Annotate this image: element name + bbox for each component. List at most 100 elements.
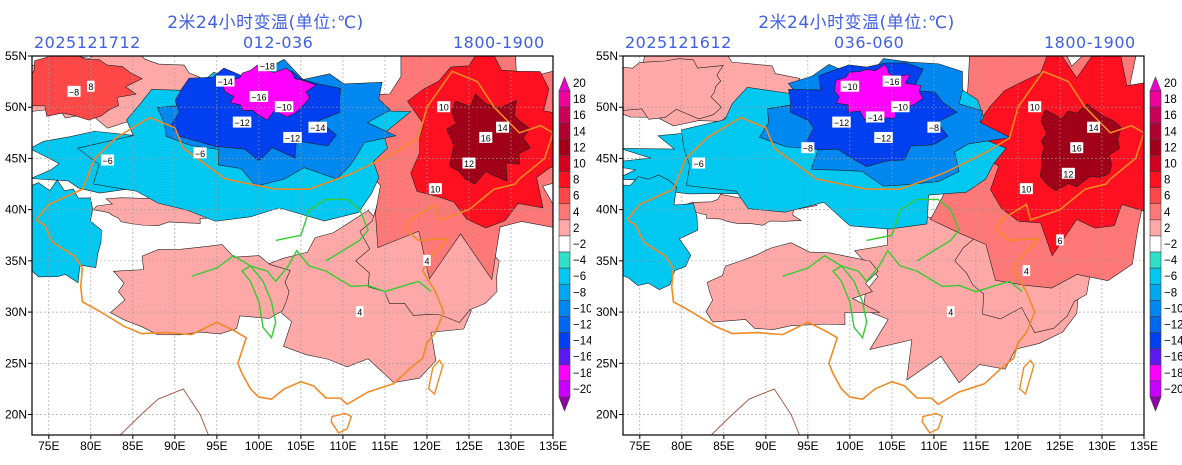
colorbar-swatch <box>558 219 571 237</box>
init-time: 2025121712 <box>34 33 141 52</box>
basin-boundary <box>782 249 1023 293</box>
contour-label-bg <box>874 131 893 143</box>
contour-label: −6 <box>693 159 703 169</box>
lat-tick-label: 40N <box>5 203 27 217</box>
colorbar-label: −14 <box>573 336 591 348</box>
lat-tick-label: 55N <box>5 49 27 63</box>
colorbar-max-arrow <box>1149 76 1162 92</box>
contour-label: −14 <box>310 123 325 133</box>
gridlines <box>623 56 1144 435</box>
lon-tick-label: 120E <box>1004 439 1032 453</box>
lon-tick-label: 90E <box>755 439 776 453</box>
colorbar-swatch <box>1149 283 1162 301</box>
lat-tick-label: 35N <box>5 254 27 268</box>
contour-label: 6 <box>1057 236 1062 246</box>
contour-label: 16 <box>481 133 491 143</box>
contour-label: −14 <box>218 77 233 87</box>
colorbar-swatch <box>558 122 571 140</box>
colorbar-swatch <box>558 171 571 188</box>
contour-label: −16 <box>884 77 899 87</box>
colorbar-label: 20 <box>573 78 586 90</box>
axes: 75E 80E 85E 90E 95E 100E 105E 110E 115E 120E 125E 1… <box>5 49 567 453</box>
contour-label: −8 <box>803 144 813 154</box>
map-frame <box>31 55 554 436</box>
contour-label: 10 <box>439 103 449 113</box>
lat-tick-label: 20N <box>5 408 27 422</box>
contour-label: −10 <box>276 103 291 113</box>
lon-tick-label: 105E <box>287 439 315 453</box>
contour-label: −16 <box>251 92 266 102</box>
map-frame <box>622 55 1145 436</box>
colorbar-label: 12 <box>573 142 586 154</box>
colorbar-swatch <box>1149 348 1162 366</box>
contour-label-bg <box>479 131 493 143</box>
colorbar-label: 20 <box>1164 78 1177 90</box>
forecast-range: 012-036 <box>243 33 314 52</box>
temperature-change-map: −16−10−14−12−12−10−8−8−6161210101444675E… <box>596 49 1182 453</box>
colorbar-label: 18 <box>573 94 586 106</box>
contour-label: −6 <box>195 149 205 159</box>
lon-tick-label: 110E <box>920 439 947 453</box>
contour-label-bg <box>801 142 815 154</box>
colorbar-swatch <box>1149 235 1162 253</box>
colorbar-label: 16 <box>1164 110 1177 122</box>
contour-label-bg <box>865 111 885 123</box>
contour-label: 10 <box>430 185 440 195</box>
colorbar-label: 4 <box>573 207 580 219</box>
lat-tick-label: 45N <box>5 151 27 165</box>
contour-label-bg <box>832 116 851 128</box>
colorbar-max-arrow <box>558 76 571 92</box>
national-border <box>35 70 553 221</box>
contour-label-bg <box>1028 101 1042 113</box>
basin-boundary <box>832 265 868 340</box>
init-time: 2025121612 <box>625 33 732 52</box>
contour-label: −10 <box>893 103 908 113</box>
lon-tick-label: 110E <box>329 439 356 453</box>
lon-tick-label: 115E <box>962 439 989 453</box>
contour-label: 4 <box>357 308 362 318</box>
contour-label: 12 <box>1063 169 1073 179</box>
colorbar-swatch <box>558 139 571 156</box>
basin-boundary <box>275 198 369 262</box>
lon-tick-label: 130E <box>497 439 525 453</box>
contour-label-bg <box>840 80 860 92</box>
colorbar-label: −2 <box>573 239 586 251</box>
colorbar-swatch <box>1149 316 1162 333</box>
warm-anomaly-region <box>623 58 724 120</box>
contour-label: −12 <box>876 133 891 143</box>
colorbar-swatch <box>558 235 571 253</box>
colorbar-label: 4 <box>1164 207 1171 219</box>
lon-tick-label: 105E <box>878 439 906 453</box>
contour-label: 14 <box>1089 123 1099 133</box>
contour-label: 14 <box>498 123 508 133</box>
lon-tick-label: 75E <box>38 439 59 453</box>
contour-label: −18 <box>260 62 275 72</box>
colorbar-label: 10 <box>1164 158 1177 170</box>
hainan-outline <box>921 412 944 434</box>
contour-label: −12 <box>285 133 300 143</box>
warm-anomaly-region <box>705 242 881 330</box>
contour-label-bg <box>1056 234 1064 246</box>
colorbar-label: −6 <box>1164 271 1177 283</box>
lon-tick-label: 80E <box>80 439 101 453</box>
colorbar-swatch <box>1149 203 1162 221</box>
lat-tick-label: 30N <box>596 305 618 319</box>
colorbar-label: 12 <box>1164 142 1177 154</box>
colorbar-swatch <box>558 300 571 317</box>
colorbar-swatch <box>1149 364 1162 382</box>
national-border <box>35 219 327 400</box>
basin-boundary <box>866 198 960 262</box>
contour-label: −14 <box>867 113 882 123</box>
colorbar-label: −20 <box>1164 384 1182 396</box>
contour-label-bg <box>428 183 442 195</box>
colorbar-swatch <box>558 187 571 205</box>
lon-tick-label: 125E <box>455 439 483 453</box>
coastline-bay <box>710 388 800 435</box>
contour-label-bg <box>1061 167 1075 179</box>
contour-label: 16 <box>1072 144 1082 154</box>
forecast-panel-left: 2米24小时变温(单位:℃) 2025121712 012-036 1800-1… <box>5 13 591 453</box>
contour-label-bg <box>355 306 364 318</box>
lon-tick-label: 135E <box>1130 439 1158 453</box>
colorbar-swatch <box>1149 139 1162 156</box>
colorbar-swatch <box>1149 187 1162 205</box>
